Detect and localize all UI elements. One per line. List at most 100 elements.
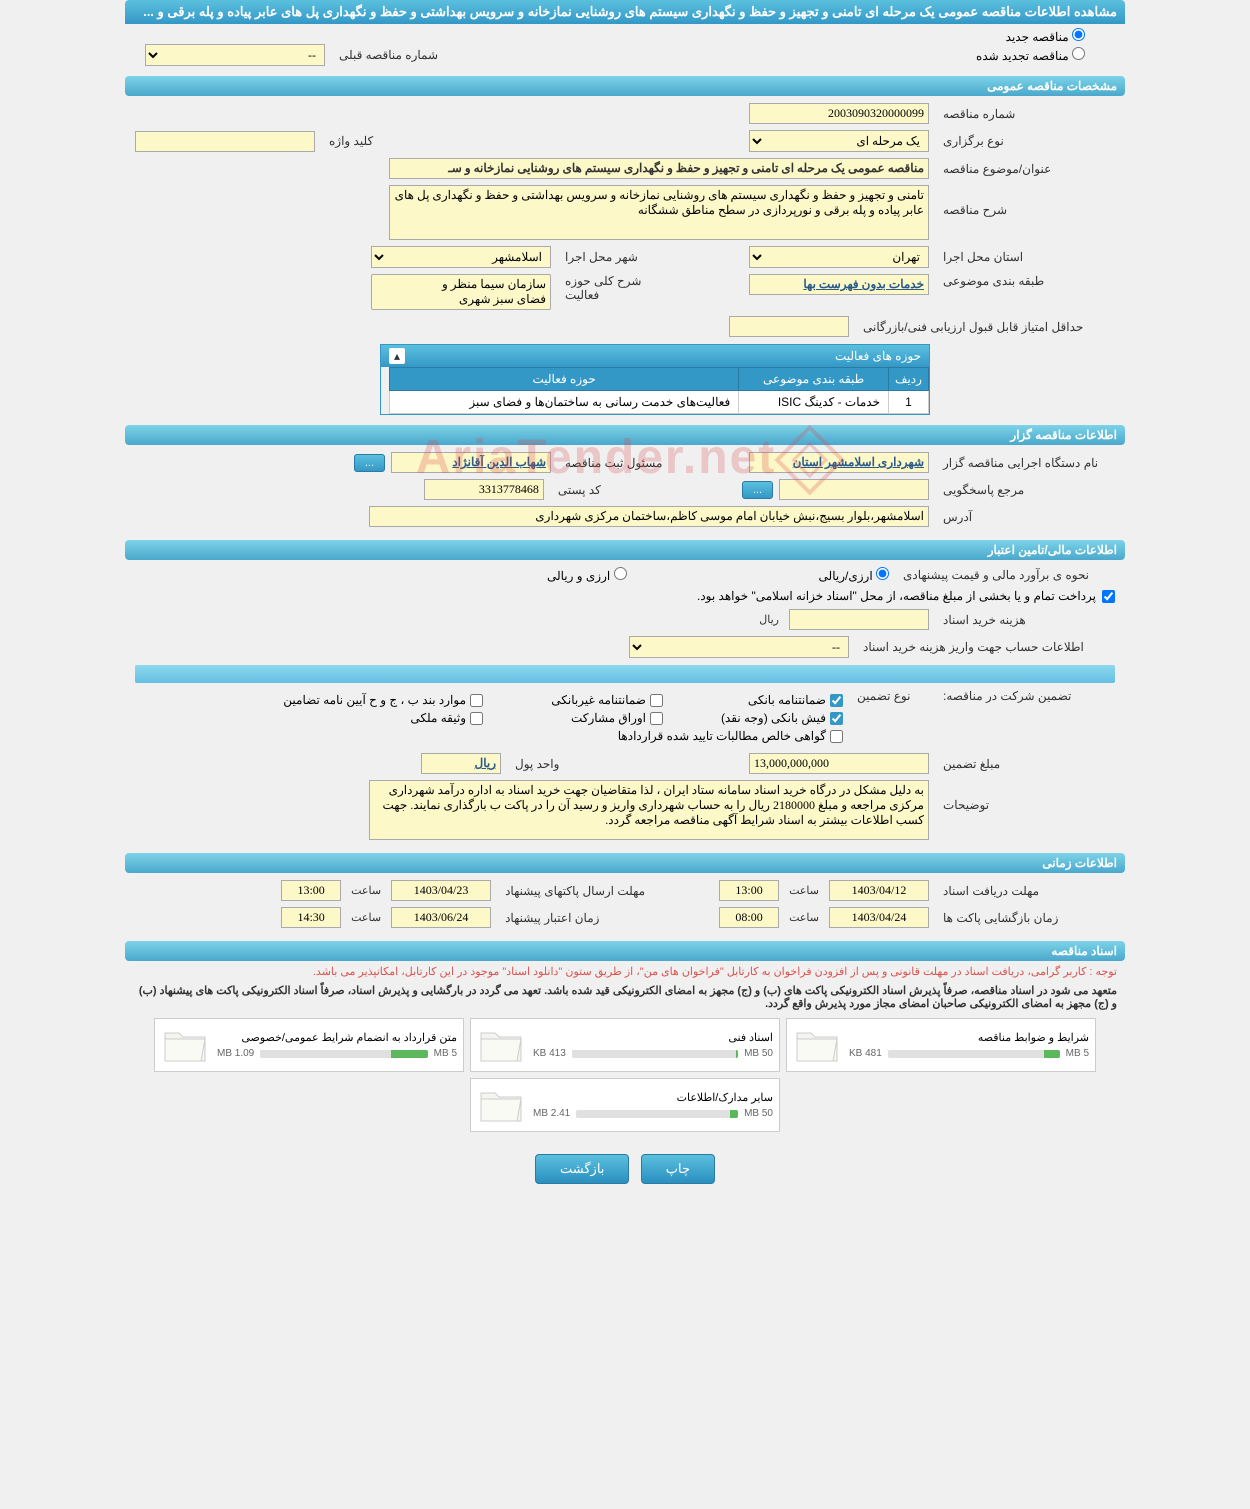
number-label: شماره مناقصه [935,107,1115,121]
g-clauses-checkbox[interactable] [470,694,483,707]
reg-officer-more-button[interactable]: ... [354,454,385,472]
doc-limit: 5 MB [1066,1048,1089,1059]
doc-progress-bar [888,1050,1060,1058]
postal-input[interactable] [424,479,544,500]
doc-title: شرایط و ضوابط مناقصه [849,1031,1089,1044]
submit-time-label: ساعت [347,884,385,897]
doc-limit: 50 MB [744,1048,773,1059]
g-contracts-checkbox[interactable] [830,730,843,743]
holding-type-label: نوع برگزاری [935,134,1115,148]
desc-textarea[interactable] [389,185,929,240]
g-cash-checkbox[interactable] [830,712,843,725]
province-select[interactable]: تهران [749,246,929,268]
doc-card[interactable]: اسناد فنی 50 MB 413 KB [470,1018,780,1072]
fx-radio[interactable] [614,567,627,580]
folder-icon [477,1085,525,1125]
section-financial: اطلاعات مالی/تامین اعتبار [125,540,1125,560]
account-select[interactable]: -- [629,636,849,658]
guarantee-amount-input[interactable] [749,753,929,774]
submit-deadline-time[interactable] [281,880,341,901]
address-input[interactable] [369,506,929,527]
doc-size: 2.41 MB [533,1108,570,1119]
validity-time[interactable] [281,907,341,928]
doc-size: 1.09 MB [217,1048,254,1059]
reg-officer-input[interactable] [391,452,551,473]
page-title-bar: مشاهده اطلاعات مناقصه عمومی یک مرحله ای … [125,0,1125,24]
receive-deadline-time[interactable] [719,880,779,901]
category-input[interactable] [749,274,929,295]
g-nonbank-checkbox[interactable] [650,694,663,707]
rial-option: ارزی/ریالی [819,567,889,583]
g-bank-checkbox[interactable] [830,694,843,707]
keyword-label: کلید واژه [321,134,441,148]
g-property-checkbox[interactable] [470,712,483,725]
opening-date[interactable] [829,907,929,928]
keyword-input[interactable] [135,131,315,152]
min-score-input[interactable] [729,316,849,337]
guarantee-amount-label: مبلغ تضمین [935,757,1115,771]
treasury-checkbox[interactable] [1102,590,1115,603]
guarantee-type-label: نوع تضمین [849,689,929,703]
city-select[interactable]: اسلامشهر [371,246,551,268]
doc-card[interactable]: شرایط و ضوابط مناقصه 5 MB 481 KB [786,1018,1096,1072]
g-contracts-label: گواهی خالص مطالبات تایید شده قراردادها [618,729,826,743]
opening-time[interactable] [719,907,779,928]
notes-textarea[interactable] [369,780,929,840]
docs-notice-dark: متعهد می شود در اسناد مناقصه، صرفاً پذیر… [125,982,1125,1012]
subject-input[interactable] [389,158,929,179]
activity-panel-header: حوزه های فعالیت ▴ [381,345,929,367]
tender-new-option: مناقصه جدید [1006,30,1085,44]
tender-renewed-radio[interactable] [1072,47,1085,60]
collapse-icon[interactable]: ▴ [389,348,405,364]
receive-deadline-date[interactable] [829,880,929,901]
g-clauses-label: موارد بند ب ، ج و ح آیین نامه تضامین [283,693,466,707]
treasury-note: پرداخت تمام و یا بخشی از مبلغ مناقصه، از… [697,589,1096,603]
rial-radio[interactable] [876,567,889,580]
divider-stripe [135,665,1115,683]
min-score-label: حداقل امتیاز قابل قبول ارزیابی فنی/بازرگ… [855,320,1115,334]
opening-time-label: ساعت [785,911,823,924]
org-label: نام دستگاه اجرایی مناقصه گزار [935,456,1115,470]
back-button[interactable]: بازگشت [535,1154,629,1184]
doc-limit: 5 MB [434,1048,457,1059]
subject-label: عنوان/موضوع مناقصه [935,162,1115,176]
number-input[interactable] [749,103,929,124]
contact-more-button[interactable]: ... [742,481,773,499]
notes-label: توضیحات [935,780,1115,812]
prev-number-select[interactable]: -- [145,44,325,66]
opening-label: زمان بازگشایی پاکت ها [935,911,1115,925]
folder-icon [793,1025,841,1065]
org-input[interactable] [749,452,929,473]
g-bonds-checkbox[interactable] [650,712,663,725]
submit-deadline-date[interactable] [391,880,491,901]
section-tenderer: اطلاعات مناقصه گزار [125,425,1125,445]
activity-scope-select[interactable]: سازمان سیما منظر و فضای سبز شهری [371,274,551,310]
doc-progress-bar [572,1050,738,1058]
receive-time-label: ساعت [785,884,823,897]
validity-date[interactable] [391,907,491,928]
doc-cost-input[interactable] [789,609,929,630]
print-button[interactable]: چاپ [641,1154,715,1184]
holding-type-select[interactable]: یک مرحله ای [749,130,929,152]
g-nonbank-label: ضمانتنامه غیربانکی [551,693,646,707]
receive-deadline-label: مهلت دریافت اسناد [935,884,1115,898]
g-bonds-label: اوراق مشارکت [571,711,646,725]
doc-card[interactable]: سایر مدارک/اطلاعات 50 MB 2.41 MB [470,1078,780,1132]
currency-unit-input[interactable] [421,753,501,774]
validity-label: زمان اعتبار پیشنهاد [497,911,677,925]
contact-input[interactable] [779,479,929,500]
address-label: آدرس [935,510,1115,524]
g-bank-label: ضمانتنامه بانکی [748,693,826,707]
docs-notice-red: توجه : کاربر گرامی، دریافت اسناد در مهلت… [125,961,1125,982]
reg-officer-label: مسئول ثبت مناقصه [557,456,677,470]
doc-title: سایر مدارک/اطلاعات [533,1091,773,1104]
tender-new-radio[interactable] [1072,28,1085,41]
contact-label: مرجع پاسخگویی [935,483,1115,497]
tender-renewed-option: مناقصه تجدید شده [976,47,1085,63]
desc-label: شرح مناقصه [935,185,1115,217]
estimate-label: نحوه ی برآورد مالی و قیمت پیشنهادی [895,568,1115,582]
g-cash-label: فیش بانکی (وجه نقد) [721,711,826,725]
section-docs: اسناد مناقصه [125,941,1125,961]
doc-card[interactable]: متن قرارداد به انضمام شرایط عمومی/خصوصی … [154,1018,464,1072]
category-label: طبقه بندی موضوعی [935,274,1115,288]
